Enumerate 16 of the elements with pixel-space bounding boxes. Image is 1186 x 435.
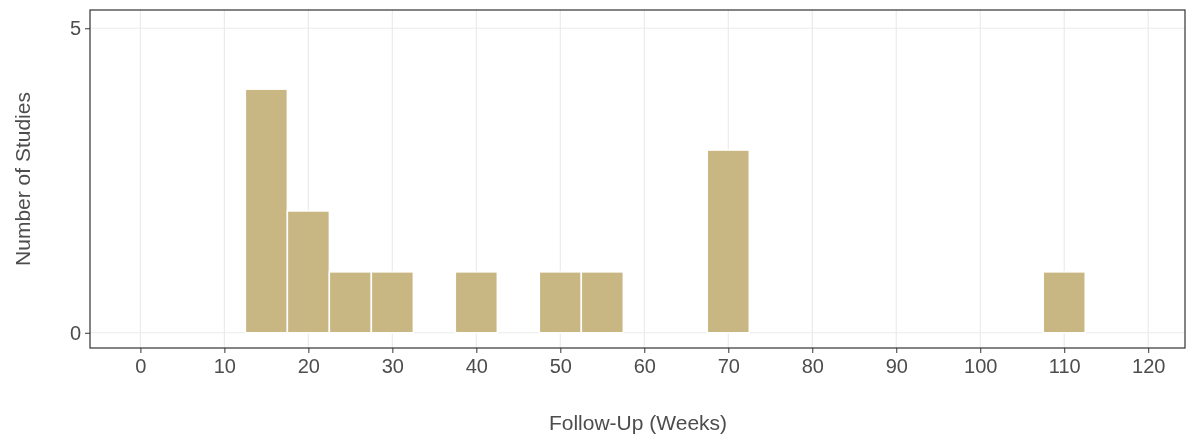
x-tick-label: 10 [213, 355, 236, 378]
x-tick-label: 120 [1132, 355, 1166, 378]
x-tick-label: 90 [885, 355, 908, 378]
x-tick-label: 80 [801, 355, 824, 378]
x-axis-title: Follow-Up (Weeks) [548, 411, 728, 434]
y-tick-label: 5 [69, 17, 81, 40]
x-tick-label: 0 [135, 355, 147, 378]
x-tick-label: 30 [381, 355, 404, 378]
y-axis-title: Number of Studies [11, 92, 34, 266]
x-tick-label: 60 [633, 355, 656, 378]
x-tick-label: 20 [297, 355, 320, 378]
x-tick-label: 40 [465, 355, 488, 378]
x-tick-label: 70 [717, 355, 740, 378]
x-tick-label: 110 [1048, 355, 1081, 378]
x-tick-label: 100 [964, 355, 998, 378]
x-tick-label: 50 [549, 355, 572, 378]
